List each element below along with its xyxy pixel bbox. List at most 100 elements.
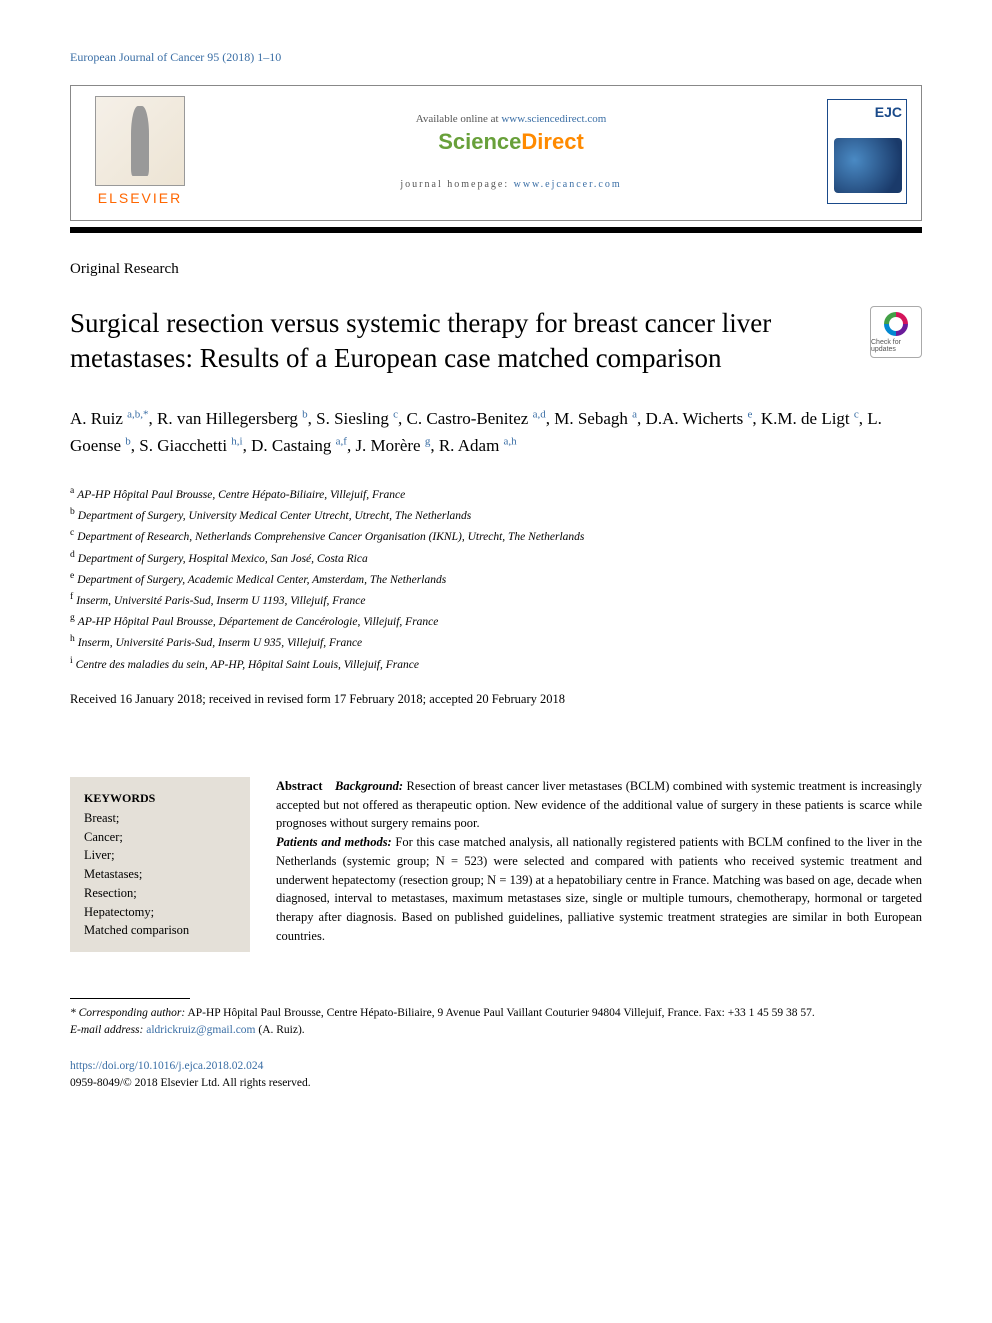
journal-reference: European Journal of Cancer 95 (2018) 1–1…: [70, 50, 922, 65]
elsevier-tree-icon: [95, 96, 185, 186]
affiliation: cDepartment of Research, Netherlands Com…: [70, 525, 922, 546]
keywords-box: KEYWORDS Breast;Cancer;Liver;Metastases;…: [70, 777, 250, 952]
journal-homepage: journal homepage: www.ejcancer.com: [211, 179, 811, 190]
header-box: ELSEVIER Available online at www.science…: [70, 85, 922, 221]
author-affil-sup[interactable]: e: [747, 409, 752, 421]
author: S. Siesling c: [316, 409, 398, 428]
author-affil-sup[interactable]: a,d: [533, 409, 546, 421]
article-type: Original Research: [70, 261, 922, 278]
affiliation-list: aAP-HP Hôpital Paul Brousse, Centre Hépa…: [70, 483, 922, 674]
abstract-text: Abstract Background: Resection of breast…: [276, 777, 922, 952]
author: D. Castaing a,f: [251, 436, 347, 455]
author: R. van Hillegersberg b: [157, 409, 308, 428]
journal-name[interactable]: European Journal of Cancer: [70, 50, 204, 64]
author-affil-sup[interactable]: c: [854, 409, 859, 421]
abstract-section-text: For this case matched analysis, all nati…: [276, 835, 922, 943]
author: S. Giacchetti h,i: [139, 436, 242, 455]
affil-text: AP-HP Hôpital Paul Brousse, Département …: [78, 616, 439, 628]
affil-text: Centre des maladies du sein, AP-HP, Hôpi…: [76, 658, 419, 670]
author: D.A. Wicherts e: [646, 409, 753, 428]
article-dates: Received 16 January 2018; received in re…: [70, 692, 922, 707]
author-affil-sup[interactable]: c: [393, 409, 398, 421]
affiliation: eDepartment of Surgery, Academic Medical…: [70, 568, 922, 589]
author: C. Castro-Benitez a,d: [407, 409, 546, 428]
affil-key: h: [70, 633, 75, 644]
affil-text: Inserm, Université Paris-Sud, Inserm U 1…: [76, 595, 365, 607]
email-owner: (A. Ruiz).: [256, 1024, 305, 1036]
doi-link[interactable]: https://doi.org/10.1016/j.ejca.2018.02.0…: [70, 1060, 263, 1072]
author-affil-sup[interactable]: b: [302, 409, 308, 421]
affil-key: d: [70, 549, 75, 560]
journal-cover[interactable]: EJC: [827, 99, 907, 204]
divider-bar: [70, 227, 922, 233]
affil-text: Inserm, Université Paris-Sud, Inserm U 9…: [78, 637, 362, 649]
corresponding-label: * Corresponding author:: [70, 1007, 185, 1019]
author-affil-sup[interactable]: h,i: [231, 435, 242, 447]
affil-text: Department of Research, Netherlands Comp…: [77, 531, 584, 543]
author: J. Morère g: [355, 436, 430, 455]
author-affil-sup[interactable]: a,h: [504, 435, 517, 447]
affil-text: AP-HP Hôpital Paul Brousse, Centre Hépat…: [77, 489, 405, 501]
affil-key: a: [70, 485, 74, 496]
author: R. Adam a,h: [439, 436, 517, 455]
footnotes: * Corresponding author: AP-HP Hôpital Pa…: [70, 1005, 922, 1040]
check-updates-label: Check for updates: [871, 339, 921, 353]
affiliation: fInserm, Université Paris-Sud, Inserm U …: [70, 589, 922, 610]
available-at: Available online at www.sciencedirect.co…: [211, 113, 811, 125]
email-link[interactable]: aldrickruiz@gmail.com: [146, 1024, 255, 1036]
affiliation: hInserm, Université Paris-Sud, Inserm U …: [70, 631, 922, 652]
affil-key: i: [70, 655, 73, 666]
check-updates-badge[interactable]: Check for updates: [870, 306, 922, 358]
crossmark-icon: [884, 312, 908, 336]
author-affil-sup[interactable]: g: [425, 435, 431, 447]
author: K.M. de Ligt c: [761, 409, 859, 428]
publisher-name: ELSEVIER: [98, 190, 182, 206]
copyright: 0959-8049/© 2018 Elsevier Ltd. All right…: [70, 1075, 922, 1092]
doi-block: https://doi.org/10.1016/j.ejca.2018.02.0…: [70, 1058, 922, 1093]
email-label: E-mail address:: [70, 1024, 146, 1036]
sciencedirect-link[interactable]: www.sciencedirect.com: [501, 113, 606, 125]
abstract-label: Abstract: [276, 779, 335, 793]
vol-issue: 95 (2018) 1–10: [207, 50, 281, 64]
title-row: Surgical resection versus systemic thera…: [70, 306, 922, 376]
email-line: E-mail address: aldrickruiz@gmail.com (A…: [70, 1022, 922, 1039]
footnote-rule: [70, 998, 190, 999]
affil-key: g: [70, 612, 75, 623]
sd-science: Science: [438, 129, 521, 154]
author: M. Sebagh a: [554, 409, 637, 428]
affiliation: iCentre des maladies du sein, AP-HP, Hôp…: [70, 653, 922, 674]
publisher-logo-block[interactable]: ELSEVIER: [85, 96, 195, 206]
corresponding-author: * Corresponding author: AP-HP Hôpital Pa…: [70, 1005, 922, 1022]
corresponding-text: AP-HP Hôpital Paul Brousse, Centre Hépat…: [185, 1007, 815, 1019]
affiliation: aAP-HP Hôpital Paul Brousse, Centre Hépa…: [70, 483, 922, 504]
author-affil-sup[interactable]: a: [632, 409, 637, 421]
author: A. Ruiz a,b,*: [70, 409, 149, 428]
keyword: Cancer;: [84, 828, 236, 847]
affiliation: dDepartment of Surgery, Hospital Mexico,…: [70, 547, 922, 568]
article-title: Surgical resection versus systemic thera…: [70, 306, 846, 376]
keywords-list: Breast;Cancer;Liver;Metastases;Resection…: [84, 809, 236, 940]
affil-text: Department of Surgery, Academic Medical …: [77, 574, 446, 586]
keyword: Liver;: [84, 846, 236, 865]
sciencedirect-logo[interactable]: ScienceDirect: [211, 129, 811, 155]
cover-abbrev: EJC: [875, 104, 902, 120]
abstract-row: KEYWORDS Breast;Cancer;Liver;Metastases;…: [70, 777, 922, 952]
affil-key: b: [70, 506, 75, 517]
homepage-link[interactable]: www.ejcancer.com: [514, 179, 622, 190]
affil-text: Department of Surgery, University Medica…: [78, 510, 471, 522]
author-affil-sup[interactable]: a,f: [336, 435, 347, 447]
sd-direct: Direct: [521, 129, 583, 154]
affiliation: gAP-HP Hôpital Paul Brousse, Département…: [70, 610, 922, 631]
author-list: A. Ruiz a,b,*, R. van Hillegersberg b, S…: [70, 406, 922, 459]
abstract-section-label: Patients and methods:: [276, 835, 392, 849]
affiliation: bDepartment of Surgery, University Medic…: [70, 504, 922, 525]
cover-image-icon: [834, 138, 902, 193]
keywords-heading: KEYWORDS: [84, 789, 236, 807]
affil-text: Department of Surgery, Hospital Mexico, …: [78, 552, 368, 564]
keyword: Metastases;: [84, 865, 236, 884]
keyword: Resection;: [84, 884, 236, 903]
affil-key: e: [70, 570, 74, 581]
keyword: Matched comparison: [84, 921, 236, 940]
author-affil-sup[interactable]: b: [125, 435, 131, 447]
author-affil-sup[interactable]: a,b,*: [127, 409, 148, 421]
